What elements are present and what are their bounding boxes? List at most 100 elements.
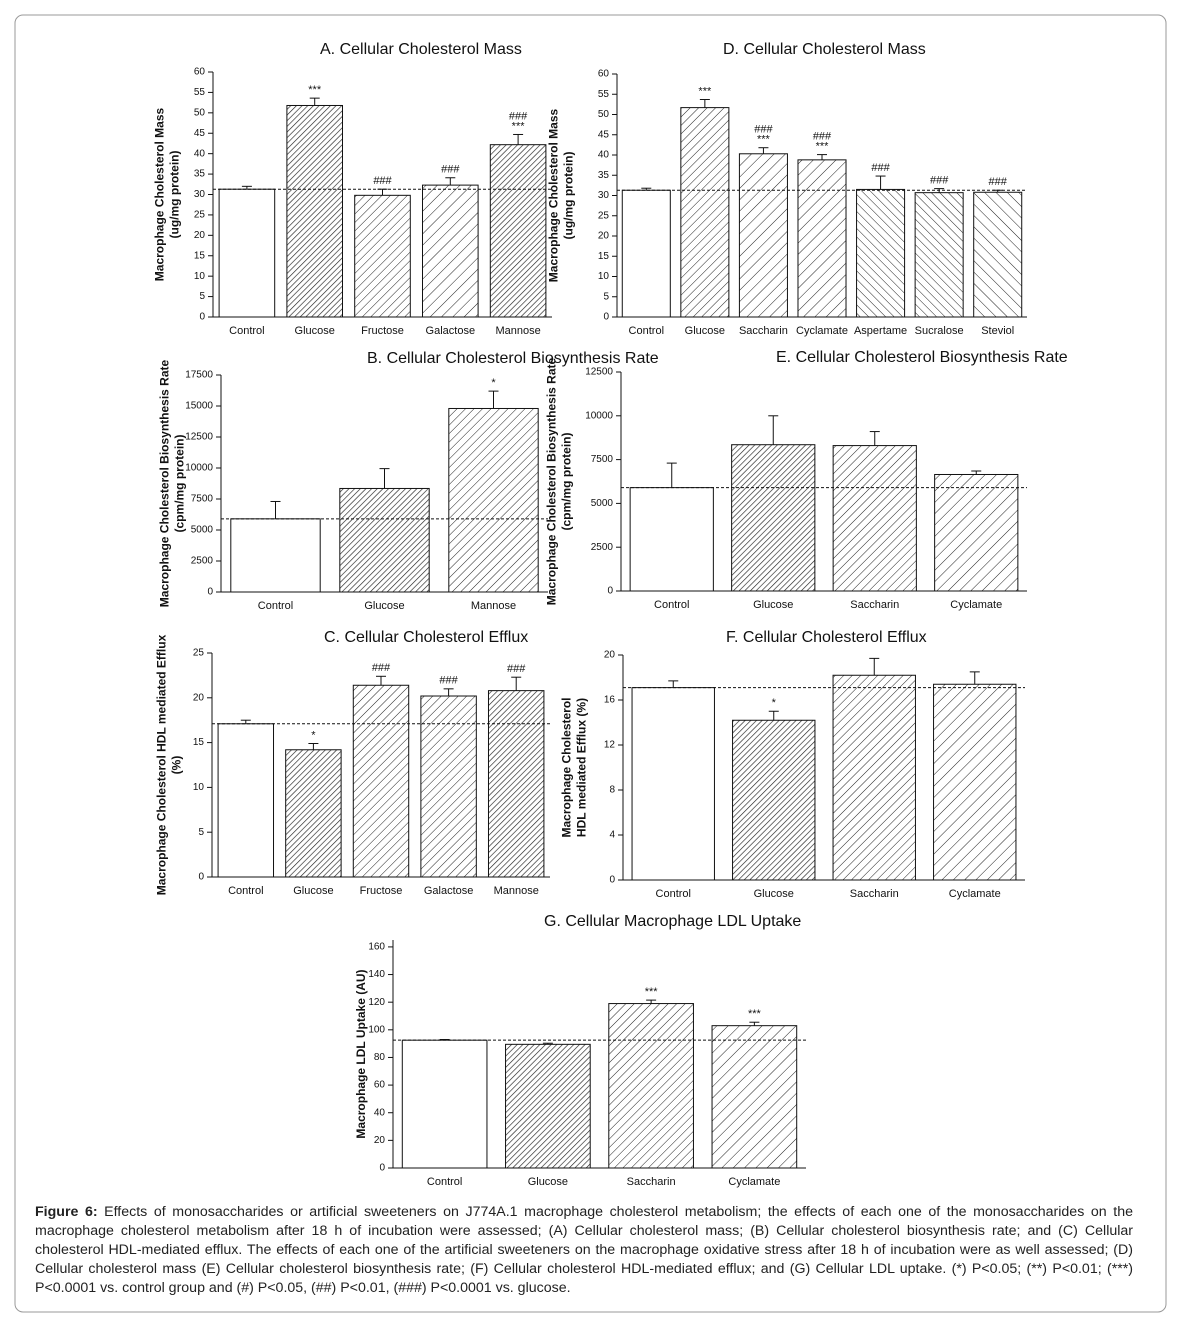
y-tick-label: 60 — [598, 69, 610, 80]
caption: Figure 6: Effects of monosaccharides or … — [35, 1203, 1133, 1298]
bar — [856, 188, 906, 318]
y-axis-label: Macrophage Cholesterol Biosynthesis Rate — [158, 359, 172, 607]
annotation: *** — [308, 84, 322, 96]
y-tick-label: 45 — [598, 129, 610, 140]
annotation: *** — [512, 120, 526, 132]
y-tick-label: 20 — [604, 650, 616, 661]
x-tick-label: Glucose — [293, 885, 333, 897]
y-tick-label: 16 — [604, 695, 616, 706]
bar — [832, 445, 917, 592]
y-tick-label: 0 — [607, 586, 613, 597]
bar — [489, 144, 547, 318]
y-tick-label: 2500 — [191, 556, 214, 567]
y-tick-label: 30 — [194, 189, 206, 200]
y-axis-label: HDL mediated Efflux (%) — [575, 698, 589, 837]
bar — [487, 690, 545, 878]
bar — [217, 723, 275, 878]
y-tick-label: 80 — [374, 1052, 386, 1063]
y-axis-label: (ug/mg protein) — [562, 152, 576, 240]
bar — [218, 188, 276, 318]
x-tick-label: Fructose — [360, 885, 403, 897]
y-tick-label: 0 — [207, 587, 213, 598]
x-tick-label: Control — [629, 325, 664, 337]
y-tick-label: 30 — [598, 190, 610, 201]
y-tick-label: 10 — [193, 782, 205, 793]
y-tick-label: 0 — [198, 872, 204, 883]
x-tick-label: Aspertame — [854, 325, 907, 337]
annotation: *** — [748, 1008, 762, 1020]
caption-label: Figure 6: — [35, 1204, 98, 1220]
chart-title: F. Cellular Cholesterol Efflux — [726, 629, 927, 646]
y-tick-label: 17500 — [185, 370, 213, 381]
y-tick-label: 50 — [598, 109, 610, 120]
y-tick-label: 10000 — [185, 463, 213, 474]
y-tick-label: 5000 — [191, 525, 214, 536]
y-axis-label: (ug/mg protein) — [168, 151, 182, 239]
y-tick-label: 4 — [609, 830, 615, 841]
y-tick-label: 7500 — [191, 494, 214, 505]
x-tick-label: Sucralose — [915, 325, 964, 337]
y-tick-label: 140 — [368, 969, 385, 980]
annotation: ### — [372, 662, 391, 674]
x-tick-label: Fructose — [361, 325, 404, 337]
annotation: ### — [930, 175, 949, 187]
bar — [354, 194, 411, 318]
y-tick-label: 25 — [194, 210, 206, 221]
x-tick-label: Steviol — [981, 325, 1014, 337]
y-tick-label: 50 — [194, 107, 206, 118]
x-tick-label: Mannose — [471, 600, 516, 612]
bar — [420, 695, 477, 878]
x-tick-label: Control — [656, 888, 691, 900]
x-tick-label: Saccharin — [850, 888, 899, 900]
x-tick-label: Glucose — [753, 599, 793, 611]
x-tick-label: Glucose — [364, 600, 404, 612]
bar — [914, 192, 964, 318]
y-tick-label: 20 — [193, 692, 205, 703]
x-tick-label: Control — [654, 599, 689, 611]
y-tick-label: 40 — [374, 1107, 386, 1118]
annotation: ### — [507, 663, 526, 675]
annotation: * — [491, 377, 496, 389]
y-tick-label: 40 — [598, 150, 610, 161]
y-axis-label: Macrophage Cholesterol — [560, 697, 574, 837]
bar — [973, 191, 1023, 318]
y-tick-label: 120 — [368, 997, 385, 1008]
x-tick-label: Cyclamate — [949, 888, 1001, 900]
y-tick-label: 5 — [198, 827, 204, 838]
bar — [230, 518, 321, 593]
frame — [14, 14, 1167, 1313]
annotation: ### — [813, 131, 832, 143]
y-tick-label: 35 — [194, 169, 206, 180]
annotation: ### — [871, 162, 890, 174]
y-tick-label: 40 — [194, 148, 206, 159]
x-tick-label: Glucose — [528, 1176, 568, 1188]
y-tick-label: 15 — [598, 251, 610, 262]
y-tick-label: 20 — [598, 231, 610, 242]
bar — [422, 184, 479, 318]
y-axis-label: Macrophage Cholesterol Mass — [547, 108, 561, 282]
y-tick-label: 0 — [609, 875, 615, 886]
bar — [732, 719, 816, 881]
x-tick-label: Saccharin — [739, 325, 788, 337]
y-tick-label: 55 — [194, 87, 206, 98]
y-tick-label: 5 — [603, 291, 609, 302]
y-tick-label: 25 — [598, 210, 610, 221]
y-tick-label: 0 — [379, 1163, 385, 1174]
chart-title: D. Cellular Cholesterol Mass — [723, 41, 926, 58]
y-axis-label: Macrophage Cholesterol HDL mediated Effl… — [155, 634, 169, 895]
chart-title: B. Cellular Cholesterol Biosynthesis Rat… — [367, 350, 659, 367]
annotation: * — [772, 697, 777, 709]
x-tick-label: Control — [427, 1176, 462, 1188]
y-tick-label: 0 — [199, 312, 205, 323]
x-tick-label: Control — [258, 600, 293, 612]
bar — [621, 189, 671, 318]
annotation: ### — [754, 124, 773, 136]
annotation: * — [311, 729, 316, 741]
y-tick-label: 45 — [194, 128, 206, 139]
bar — [832, 674, 916, 881]
y-tick-label: 15000 — [185, 401, 213, 412]
bar — [401, 1039, 488, 1169]
x-tick-label: Glucose — [685, 325, 725, 337]
